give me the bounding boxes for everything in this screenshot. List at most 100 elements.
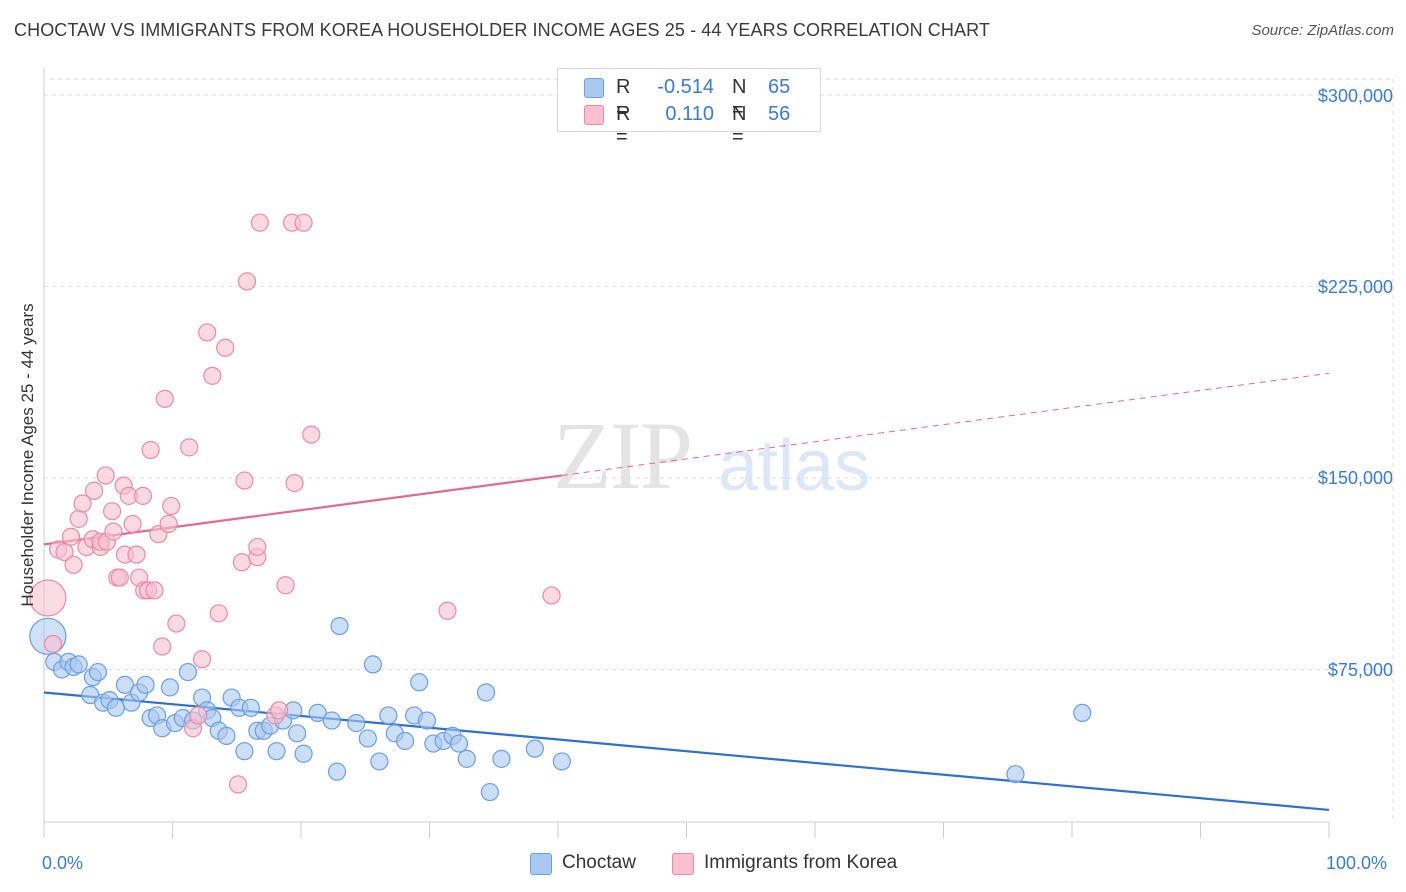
point-choctaw <box>395 731 415 751</box>
point-korea <box>73 494 92 513</box>
point-choctaw <box>379 706 398 725</box>
point-choctaw <box>88 662 108 682</box>
point-choctaw <box>476 683 496 702</box>
point-choctaw <box>115 675 135 694</box>
point-korea <box>302 425 321 444</box>
point-choctaw <box>480 782 499 802</box>
point-choctaw <box>552 752 571 771</box>
point-korea <box>232 553 251 572</box>
point-korea <box>85 481 104 500</box>
legend-n-label: N = <box>732 76 747 121</box>
trend-line-korea <box>43 474 563 546</box>
chart-title: CHOCTAW VS IMMIGRANTS FROM KOREA HOUSEHO… <box>14 20 990 40</box>
point-korea <box>438 601 457 620</box>
point-choctaw <box>288 724 307 743</box>
point-choctaw <box>363 655 383 674</box>
point-korea <box>250 213 269 232</box>
point-korea <box>153 637 172 656</box>
point-korea <box>127 545 146 564</box>
legend-n-value: 65 <box>768 76 791 98</box>
point-korea <box>542 586 561 605</box>
y-tick-75000: $75,000 <box>1327 660 1393 680</box>
point-korea <box>198 323 217 342</box>
point-choctaw <box>358 729 377 748</box>
point-choctaw <box>370 752 389 771</box>
point-korea <box>103 502 122 521</box>
point-korea <box>29 579 67 617</box>
y-axis-label: Householder Income Ages 25 - 44 years <box>18 303 37 607</box>
correlation-legend: R = -0.514 N = 65 R = 0.110 N = 56 <box>557 68 821 148</box>
point-choctaw <box>417 711 437 730</box>
watermark-zip: ZIP <box>553 402 693 509</box>
point-choctaw <box>241 698 260 717</box>
bottom-legend-label: Choctaw <box>562 852 636 873</box>
point-korea <box>55 542 74 562</box>
x-tick-max: 100.0% <box>1326 853 1388 873</box>
point-choctaw <box>327 762 347 781</box>
legend-r-value: -0.514 <box>657 76 714 98</box>
point-choctaw <box>235 742 254 761</box>
point-korea <box>228 775 248 794</box>
point-choctaw <box>330 616 349 636</box>
point-korea <box>167 614 186 633</box>
legend-n-label: N = <box>732 103 747 148</box>
point-choctaw <box>160 678 180 697</box>
point-korea <box>237 272 257 291</box>
point-choctaw <box>492 749 511 768</box>
point-choctaw <box>525 739 544 758</box>
point-korea <box>203 366 222 385</box>
point-korea <box>43 634 63 654</box>
y-tick-300000: $300,000 <box>1317 86 1393 106</box>
point-korea <box>145 581 164 600</box>
point-korea <box>294 213 313 232</box>
data-points <box>29 213 1092 802</box>
legend-r-label: R = <box>616 76 631 121</box>
point-choctaw <box>457 749 476 768</box>
point-korea <box>209 604 228 623</box>
point-korea <box>162 496 181 516</box>
legend-n-value: 56 <box>768 103 791 125</box>
point-choctaw <box>410 673 429 692</box>
point-choctaw <box>1006 765 1025 784</box>
point-korea <box>180 438 199 457</box>
point-choctaw <box>106 698 126 717</box>
point-korea <box>155 389 174 408</box>
bottom-legend-swatch-choctaw <box>530 853 552 875</box>
y-tick-225000: $225,000 <box>1317 277 1393 297</box>
point-korea <box>104 522 123 541</box>
point-korea <box>270 701 289 720</box>
trend-lines <box>43 372 1330 812</box>
point-korea <box>192 650 212 669</box>
y-tick-150000: $150,000 <box>1317 468 1393 488</box>
bottom-legend-swatch-korea <box>672 853 694 875</box>
point-korea <box>61 527 81 546</box>
point-choctaw <box>322 711 341 730</box>
source-label: Source: ZipAtlas.com <box>1251 22 1394 39</box>
point-korea <box>159 514 178 534</box>
trend-line-korea-extension <box>561 372 1330 476</box>
point-korea <box>141 440 160 460</box>
point-korea <box>123 514 142 534</box>
point-korea <box>248 537 267 557</box>
point-korea <box>69 509 88 528</box>
axes <box>43 68 1330 838</box>
bottom-legend-label: Immigrants from Korea <box>704 852 898 873</box>
point-korea <box>276 576 295 595</box>
point-korea <box>96 466 115 485</box>
legend-swatch-korea <box>584 105 604 125</box>
point-choctaw <box>449 734 469 753</box>
point-choctaw <box>308 703 327 723</box>
point-korea <box>133 486 153 505</box>
point-choctaw <box>1073 703 1092 723</box>
point-choctaw <box>178 662 198 682</box>
x-tick-min: 0.0% <box>42 853 84 873</box>
point-korea <box>285 474 304 493</box>
legend-swatch-choctaw <box>584 78 604 98</box>
point-korea <box>110 568 129 587</box>
point-choctaw <box>136 675 155 694</box>
point-choctaw <box>217 726 236 745</box>
legend-r-label: R = <box>616 103 631 148</box>
point-korea <box>64 555 83 574</box>
watermark-atlas: atlas <box>718 426 871 506</box>
